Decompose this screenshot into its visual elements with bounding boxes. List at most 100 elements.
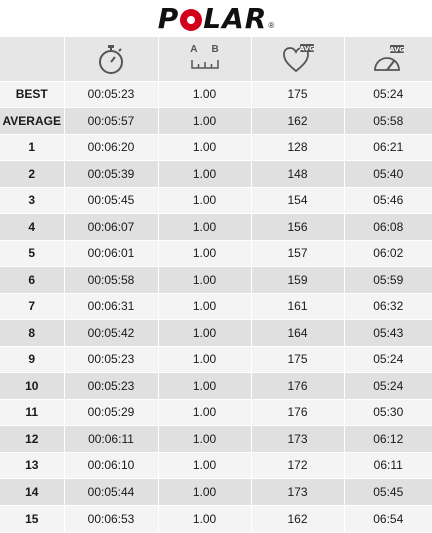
pace-cell: 05:24 (343, 345, 432, 373)
pace-cell: 05:59 (343, 266, 432, 293)
row-label: 10 (0, 372, 64, 399)
time-cell: 00:05:57 (63, 107, 158, 134)
row-label: 9 (0, 345, 64, 373)
table-row: AVERAGE 00:05:57 1.00 162 05:58 (0, 107, 432, 134)
distance-cell: 1.00 (157, 372, 251, 399)
row-label: 13 (0, 451, 64, 479)
time-cell: 00:06:11 (63, 425, 158, 452)
distance-icon (190, 58, 219, 70)
time-cell: 00:06:20 (63, 133, 158, 161)
heart-rate-cell: 162 (250, 107, 344, 134)
time-cell: 00:05:58 (63, 266, 158, 293)
table-row: 2 00:05:39 1.00 148 05:40 (0, 160, 432, 187)
time-cell: 00:05:39 (63, 160, 158, 187)
heart-rate-cell: 154 (250, 186, 344, 214)
row-label: 3 (0, 186, 64, 214)
pace-cell: 05:24 (343, 372, 432, 399)
pace-cell: 06:12 (343, 425, 432, 452)
row-label: BEST (0, 80, 64, 108)
table-row: 14 00:05:44 1.00 173 05:45 (0, 478, 432, 505)
heart-rate-cell: 164 (250, 319, 344, 346)
stopwatch-icon (97, 44, 125, 74)
row-label: 12 (0, 425, 64, 452)
row-label: 11 (0, 398, 64, 426)
header-distance: A B (157, 37, 251, 81)
pace-cell: 06:11 (343, 451, 432, 479)
time-cell: 00:05:23 (63, 345, 158, 373)
heart-rate-cell: 148 (250, 160, 344, 187)
distance-cell: 1.00 (157, 504, 251, 532)
distance-cell: 1.00 (157, 345, 251, 373)
distance-cell: 1.00 (157, 319, 251, 346)
time-cell: 00:05:45 (63, 186, 158, 214)
distance-cell: 1.00 (157, 107, 251, 134)
table-row: 13 00:06:10 1.00 172 06:11 (0, 451, 432, 479)
time-cell: 00:06:53 (63, 504, 158, 532)
table-row: 12 00:06:11 1.00 173 06:12 (0, 425, 432, 452)
time-cell: 00:05:44 (63, 478, 158, 505)
heart-rate-cell: 128 (250, 133, 344, 161)
app-header: P LAR ® (0, 0, 432, 37)
pace-cell: 06:54 (343, 504, 432, 532)
table-row: 1 00:06:20 1.00 128 06:21 (0, 133, 432, 161)
heart-rate-cell: 159 (250, 266, 344, 293)
distance-cell: 1.00 (157, 451, 251, 479)
pace-cell: 06:08 (343, 213, 432, 240)
distance-cell: 1.00 (157, 133, 251, 161)
polar-logo: P LAR ® (157, 1, 275, 35)
distance-cell: 1.00 (157, 266, 251, 293)
heart-rate-cell: 162 (250, 504, 344, 532)
pace-cell: 05:43 (343, 319, 432, 346)
table-row: 8 00:05:42 1.00 164 05:43 (0, 319, 432, 346)
svg-text:AVG: AVG (390, 45, 404, 53)
heart-rate-cell: 161 (250, 292, 344, 320)
pace-cell: 05:58 (343, 107, 432, 134)
heart-rate-cell: 176 (250, 372, 344, 399)
header-pace: AVG (343, 37, 432, 81)
table-row: 5 00:06:01 1.00 157 06:02 (0, 239, 432, 267)
distance-cell: 1.00 (157, 239, 251, 267)
row-label: 5 (0, 239, 64, 267)
distance-cell: 1.00 (157, 80, 251, 108)
time-cell: 00:06:01 (63, 239, 158, 267)
heart-rate-cell: 172 (250, 451, 344, 479)
table-row: 7 00:06:31 1.00 161 06:32 (0, 292, 432, 320)
pace-cell: 05:40 (343, 160, 432, 187)
time-cell: 00:05:23 (63, 372, 158, 399)
pace-cell: 05:24 (343, 80, 432, 108)
row-label: 7 (0, 292, 64, 320)
time-cell: 00:05:23 (63, 80, 158, 108)
pace-cell: 06:32 (343, 292, 432, 320)
heart-rate-cell: 173 (250, 478, 344, 505)
distance-cell: 1.00 (157, 213, 251, 240)
header-label-cell (0, 37, 64, 81)
table-header-row: A B AVG (0, 37, 432, 81)
row-label: 14 (0, 478, 64, 505)
heart-rate-cell: 156 (250, 213, 344, 240)
laps-table-body: BEST 00:05:23 1.00 175 05:24 AVERAGE 00:05:57 1… (0, 80, 432, 532)
table-row: 6 00:05:58 1.00 159 05:59 (0, 266, 432, 293)
time-cell: 00:06:07 (63, 213, 158, 240)
table-row: 3 00:05:45 1.00 154 05:46 (0, 186, 432, 214)
heart-rate-cell: 176 (250, 398, 344, 426)
distance-cell: 1.00 (157, 186, 251, 214)
distance-cell: 1.00 (157, 478, 251, 505)
header-heart-rate: AVG (250, 37, 344, 81)
table-row: BEST 00:05:23 1.00 175 05:24 (0, 80, 432, 108)
row-label: AVERAGE (0, 107, 64, 134)
row-label: 6 (0, 266, 64, 293)
table-row: 15 00:06:53 1.00 162 06:54 (0, 504, 432, 532)
ab-labels: A B (190, 43, 219, 55)
heart-rate-cell: 173 (250, 425, 344, 452)
time-cell: 00:06:10 (63, 451, 158, 479)
pace-cell: 06:02 (343, 239, 432, 267)
heart-rate-avg-icon: AVG (282, 43, 314, 75)
heart-rate-cell: 175 (250, 345, 344, 373)
svg-text:AVG: AVG (299, 44, 313, 52)
heart-rate-cell: 157 (250, 239, 344, 267)
distance-cell: 1.00 (157, 425, 251, 452)
distance-cell: 1.00 (157, 398, 251, 426)
row-label: 4 (0, 213, 64, 240)
pace-cell: 05:45 (343, 478, 432, 505)
heart-rate-cell: 175 (250, 80, 344, 108)
